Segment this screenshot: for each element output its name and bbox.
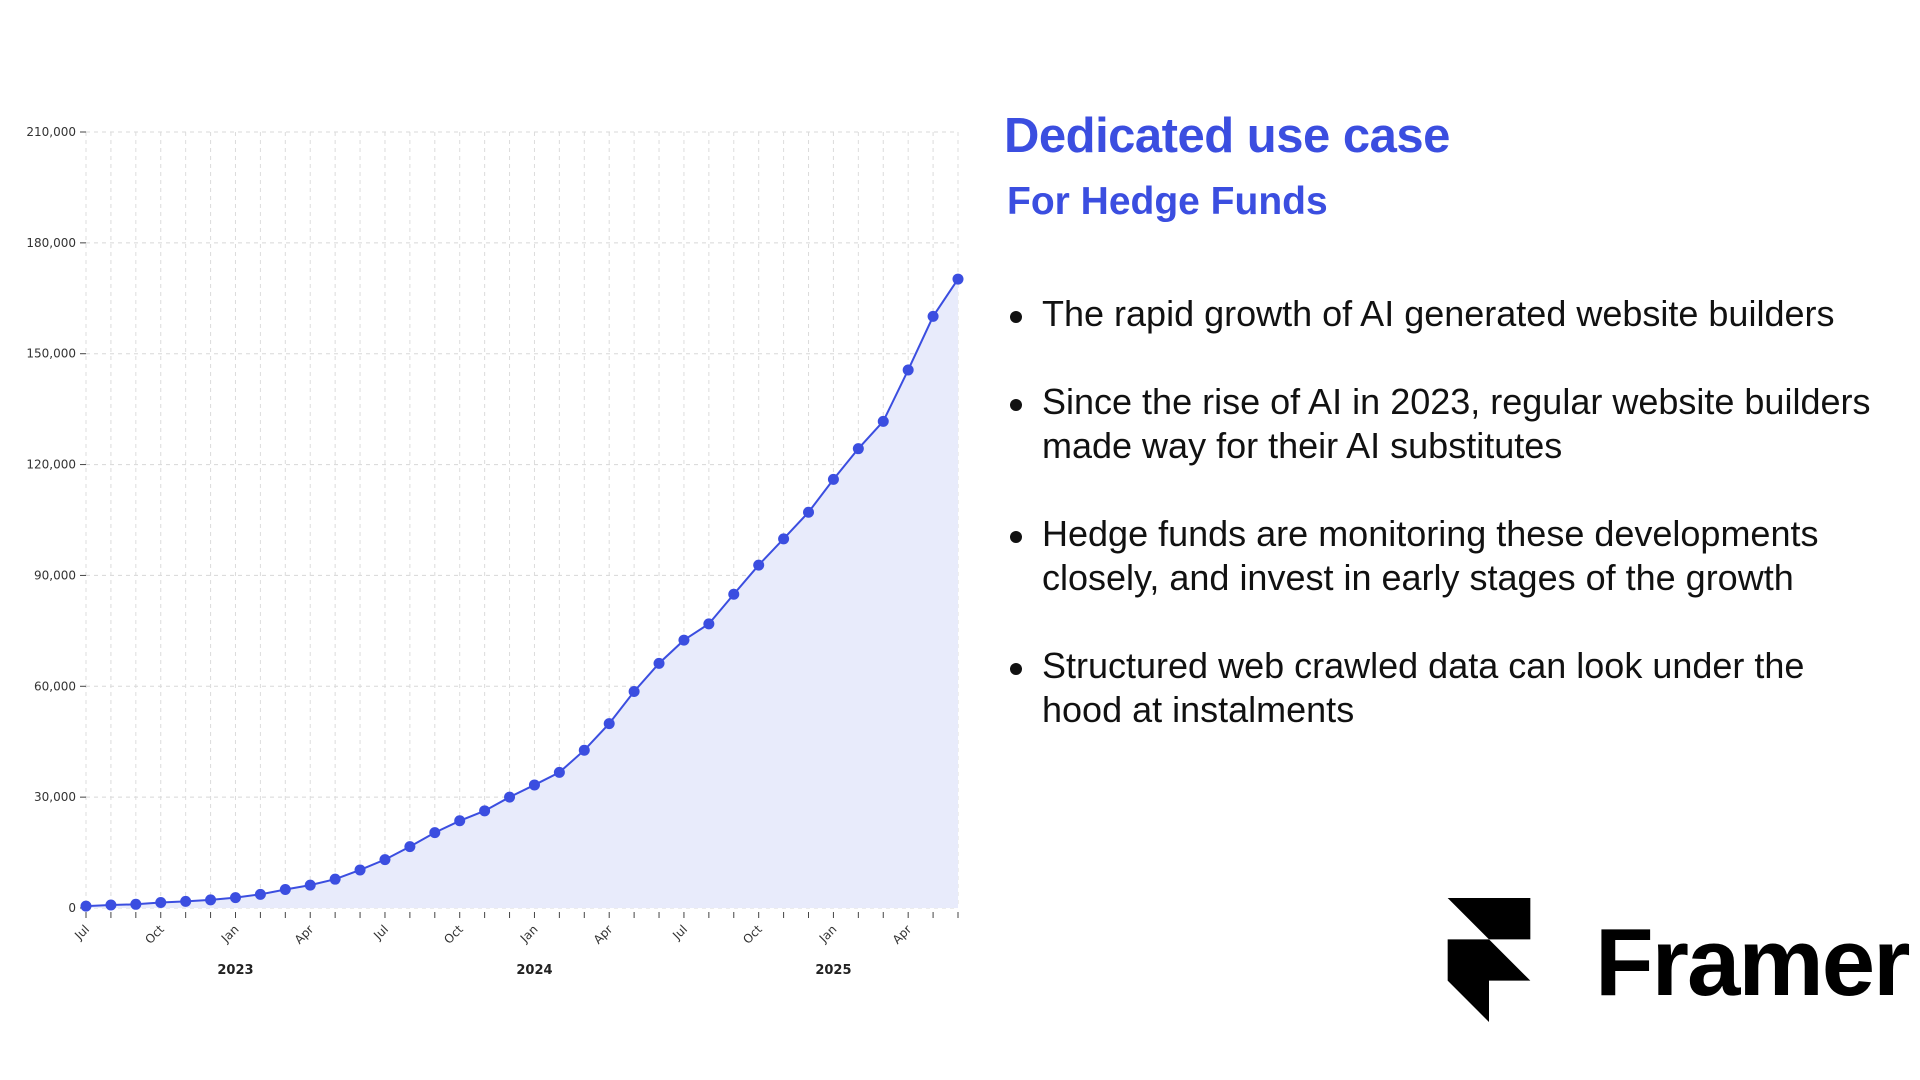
data-point xyxy=(105,899,117,911)
data-point xyxy=(852,443,864,455)
data-point xyxy=(703,618,715,630)
data-point xyxy=(479,805,491,817)
chart-grid xyxy=(85,131,959,909)
bullet-item: Since the rise of AI in 2023, regular we… xyxy=(1004,380,1884,468)
data-point xyxy=(803,506,815,518)
chart-area-layer xyxy=(85,278,959,908)
bullet-dot-icon xyxy=(1010,311,1022,323)
x-tick-label: Jan xyxy=(218,922,242,946)
data-point xyxy=(753,559,765,571)
x-tick-label: Jul xyxy=(370,922,391,943)
y-tick-label: 180,000 xyxy=(26,236,76,250)
y-tick-label: 90,000 xyxy=(34,568,76,582)
data-point xyxy=(205,894,217,906)
data-point xyxy=(429,827,441,839)
y-tick-label: 30,000 xyxy=(34,790,76,804)
x-tick-label: Jan xyxy=(816,922,840,946)
x-year-label: 2025 xyxy=(815,963,851,978)
x-tick-label: Apr xyxy=(890,922,915,947)
data-point xyxy=(553,766,565,778)
data-point xyxy=(728,588,740,600)
slide-subhead: For Hedge Funds xyxy=(1007,180,1328,223)
y-tick-label: 0 xyxy=(68,901,76,915)
data-point xyxy=(329,873,341,885)
data-point xyxy=(254,888,266,900)
data-point xyxy=(528,779,540,791)
data-point xyxy=(653,657,665,669)
data-point xyxy=(130,898,142,910)
data-point xyxy=(304,879,316,891)
area-fill xyxy=(86,279,958,908)
data-point xyxy=(927,310,939,322)
data-point xyxy=(952,273,964,285)
x-tick-label: Oct xyxy=(142,922,167,947)
slide-headline: Dedicated use case xyxy=(1004,109,1450,163)
x-year-label: 2023 xyxy=(217,963,253,978)
x-tick-label: Oct xyxy=(740,922,765,947)
bullet-text: Hedge funds are monitoring these develop… xyxy=(1042,513,1819,598)
data-point xyxy=(180,895,192,907)
x-year-label: 2024 xyxy=(516,963,552,978)
x-tick-label: Jul xyxy=(669,922,690,943)
x-tick-label: Jan xyxy=(517,922,541,946)
data-point xyxy=(504,791,516,803)
data-point xyxy=(827,473,839,485)
bullet-dot-icon xyxy=(1010,663,1022,675)
data-point xyxy=(454,815,466,827)
data-point xyxy=(628,685,640,697)
framer-logo-icon xyxy=(1447,898,1531,1022)
data-point xyxy=(80,900,92,912)
bullet-dot-icon xyxy=(1010,531,1022,543)
bullet-item: Hedge funds are monitoring these develop… xyxy=(1004,512,1884,600)
data-point xyxy=(578,744,590,756)
y-tick-label: 60,000 xyxy=(34,679,76,693)
y-axis: 0 30,000 60,000 90,000 120,000 150,000 180,000… xyxy=(26,125,86,915)
data-point xyxy=(379,854,391,866)
brand-wordmark: Framer xyxy=(1595,909,1910,1016)
x-tick-label: Jul xyxy=(71,922,92,943)
data-point xyxy=(229,892,241,904)
data-point xyxy=(877,415,889,427)
x-tick-label: Apr xyxy=(591,922,616,947)
data-point xyxy=(902,364,914,376)
bullet-item: Structured web crawled data can look und… xyxy=(1004,644,1884,732)
data-point xyxy=(678,634,690,646)
y-tick-label: 150,000 xyxy=(26,347,76,361)
y-tick-label: 210,000 xyxy=(26,125,76,139)
bullet-text: The rapid growth of AI generated website… xyxy=(1042,293,1835,334)
data-point xyxy=(778,533,790,545)
bullet-item: The rapid growth of AI generated website… xyxy=(1004,292,1884,336)
bullet-text: Structured web crawled data can look und… xyxy=(1042,645,1805,730)
data-point xyxy=(603,718,615,730)
bullet-dot-icon xyxy=(1010,399,1022,411)
data-point xyxy=(155,896,167,908)
bullet-list: The rapid growth of AI generated website… xyxy=(1004,292,1884,776)
growth-chart: 0 30,000 60,000 90,000 120,000 150,000 180,000… xyxy=(26,125,964,978)
data-point xyxy=(354,864,366,876)
data-point xyxy=(404,841,416,853)
bullet-text: Since the rise of AI in 2023, regular we… xyxy=(1042,381,1871,466)
chart-points xyxy=(80,273,964,912)
x-axis: Jul Oct Jan Apr Jul Oct Jan Apr Jul Oct Jan Apr 2023… xyxy=(71,912,959,978)
y-tick-label: 120,000 xyxy=(26,458,76,472)
x-tick-label: Oct xyxy=(441,922,466,947)
x-tick-label: Apr xyxy=(292,922,317,947)
data-point xyxy=(279,884,291,896)
